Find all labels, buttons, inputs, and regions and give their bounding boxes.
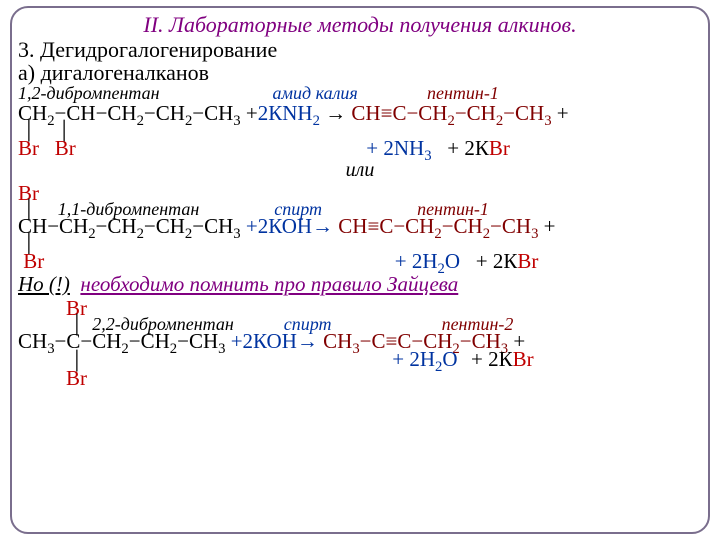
- r3-byprod1: + 2Н2О: [392, 347, 457, 371]
- zaitsev-note: Но (!) необходимо помнить про правило За…: [18, 272, 702, 297]
- r3-reagent: +2КОН→: [231, 329, 318, 353]
- rxn2-br-line: Br + 2Н2О + 2КBr: [18, 250, 702, 272]
- rxn1-bonds: │ │: [18, 124, 702, 137]
- slide-frame: II. Лабораторные методы получения алкино…: [10, 6, 710, 534]
- r2-prod: СН≡С−СН2−СН2−СН3: [338, 214, 538, 238]
- r1-byprod1: + 2NH3: [366, 136, 431, 160]
- rxn2-equation: СН−СН2−СН2−СН2−СН3 +2КОН→ СН≡С−СН2−СН2−С…: [18, 215, 702, 237]
- rxn1-labels: 1,2-дибромпентан амид калия пентин-1: [18, 84, 702, 102]
- rxn1-equation: СН2−СН−СН2−СН2−СН3 +2КNH2 → СН≡С−СН2−СН2…: [18, 102, 702, 124]
- subheading-a: а) дигалогеналканов: [18, 61, 702, 84]
- ili-label: или: [18, 159, 702, 182]
- r3-byprod2: + 2КBr: [471, 347, 534, 371]
- rxn3-bot-br: Br: [18, 367, 702, 389]
- r1-reagent: 2КNH2: [258, 101, 320, 125]
- rxn1-label-left: 1,2-дибромпентан: [18, 84, 268, 102]
- rxn1-label-mid: амид калия: [273, 84, 423, 102]
- r1-byprod2: + 2КBr: [447, 136, 510, 160]
- rxn1-label-right: пентин-1: [427, 84, 587, 102]
- rxn3-equation: СН3−С−СН2−СН2−СН3 +2КОН→ СН3−С≡С−СН2−СН3…: [18, 330, 702, 352]
- r1-br1: Br: [18, 136, 39, 160]
- slide-title: II. Лабораторные методы получения алкино…: [18, 12, 702, 38]
- r2-reagent: +2КОН→: [246, 214, 333, 238]
- r1-prod: СН≡С−СН2−СН2−СН3: [351, 101, 551, 125]
- subheading-3: 3. Дегидрогалогенирование: [18, 38, 702, 61]
- r2-byprod1: + 2Н2О: [395, 249, 460, 273]
- r1-br2: Br: [55, 136, 76, 160]
- r2-byprod2: + 2КBr: [476, 249, 539, 273]
- rxn1-br-line: Br Br + 2NH3 + 2КBr: [18, 137, 702, 159]
